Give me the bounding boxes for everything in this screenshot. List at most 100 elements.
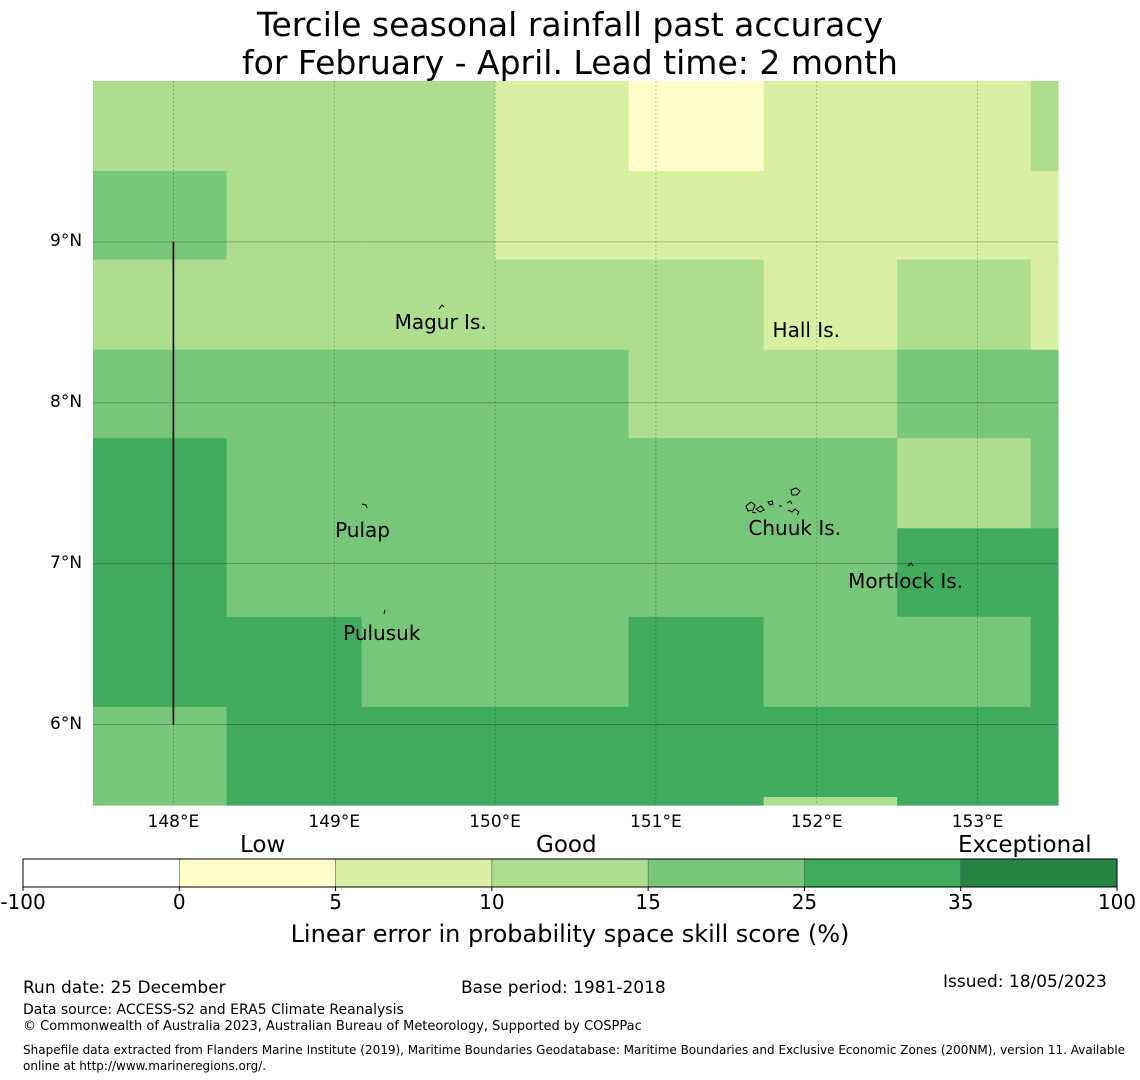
grid-cell (763, 616, 898, 708)
colorbar-segment (23, 859, 180, 887)
grid-cell (226, 81, 363, 172)
grid-cell (361, 796, 496, 806)
grid-cell (361, 706, 496, 798)
grid-cell (93, 706, 228, 798)
grid-cell (763, 349, 898, 439)
colorbar-tick-label: -100 (0, 890, 46, 914)
grid-cell (1030, 171, 1059, 261)
grid-cell (361, 528, 496, 618)
grid-cell (495, 796, 630, 806)
category-exceptional-label: Exceptional (958, 832, 1092, 858)
title-line-1: Tercile seasonal rainfall past accuracy (256, 5, 884, 44)
grid-cell (897, 81, 1032, 172)
grid-cell (628, 706, 765, 798)
grid-cell (897, 349, 1032, 439)
place-label: Pulap (335, 517, 390, 542)
grid-cell (1030, 438, 1059, 529)
grid-cell (361, 171, 496, 261)
grid-cell (93, 438, 228, 529)
colorbar-tick-label: 100 (1097, 890, 1137, 914)
colorbar-tick-label: 35 (947, 890, 974, 914)
island-outlines (361, 304, 914, 615)
grid-cell (361, 81, 496, 172)
grid-cell (763, 438, 898, 529)
grid-cell (93, 796, 228, 806)
grid-cell (628, 171, 765, 261)
grid-cell (1030, 349, 1059, 439)
grid-cell (495, 259, 630, 351)
grid-cell (93, 171, 228, 261)
grid-cell (763, 796, 898, 806)
colorbar-tick-label: 0 (172, 890, 186, 914)
longitude-label: 148°E (147, 812, 200, 832)
grid-cell (897, 616, 1032, 708)
longitude-label: 151°E (630, 812, 682, 832)
colorbar-tick-label: 5 (329, 890, 342, 914)
latitude-label: 7°N (50, 552, 83, 573)
place-label: Chuuk Is. (748, 516, 842, 541)
chart-title: Tercile seasonal rainfall past accuracy … (0, 6, 1140, 82)
grid-cell (495, 616, 630, 708)
place-label: Pulusuk (343, 620, 421, 645)
grid-cell (226, 528, 363, 618)
grid-cell (897, 259, 1032, 351)
grid-cell (93, 81, 228, 172)
place-label: Mortlock Is. (848, 569, 964, 594)
base-period: Base period: 1981-2018 (461, 978, 666, 998)
grid-cell (93, 528, 228, 618)
shapefile-credit-line-2: online at http://www.marineregions.org/. (23, 1059, 267, 1073)
colorbar-segment (179, 859, 336, 887)
grid-cell (763, 259, 898, 351)
magur-island-outline (438, 304, 445, 310)
colorbar-segment (335, 859, 492, 887)
grid-cell (897, 706, 1032, 798)
colorbar (22, 858, 1118, 891)
grid-cell (1030, 259, 1059, 351)
grid-cell (93, 616, 228, 708)
grid-cell (226, 349, 363, 439)
grid-cell (226, 706, 363, 798)
title-line-2: for February - April. Lead time: 2 month (242, 43, 898, 82)
colorbar-segment (648, 859, 805, 887)
skill-grid-cells (93, 81, 1059, 806)
grid-cell (628, 81, 765, 172)
grid-cell (226, 796, 363, 806)
latitude-label: 6°N (50, 713, 83, 734)
grid-cell (495, 171, 630, 261)
colorbar-outline (22, 858, 1118, 888)
grid-cell (361, 349, 496, 439)
data-source: Data source: ACCESS-S2 and ERA5 Climate … (23, 1002, 404, 1018)
grid-cell (93, 259, 228, 351)
mortlock-island-outline (907, 562, 914, 567)
grid-cell (897, 528, 1032, 618)
grid-cell (1030, 706, 1059, 798)
grid-cell (763, 171, 898, 261)
colorbar-segment (960, 859, 1117, 887)
shapefile-credit-line-1: Shapefile data extracted from Flanders M… (23, 1043, 1126, 1057)
grid-cell (361, 616, 496, 708)
grid-cell (628, 349, 765, 439)
category-low-label: Low (240, 832, 286, 858)
grid-cell (763, 81, 898, 172)
latitude-label: 9°N (50, 230, 83, 251)
category-good-label: Good (536, 832, 597, 858)
grid-cell (1030, 616, 1059, 708)
grid-cell (361, 259, 496, 351)
grid-cell (361, 438, 496, 529)
grid-cell (628, 259, 765, 351)
grid-cell (93, 349, 228, 439)
colorbar-tick-label: 15 (635, 890, 661, 914)
colorbar-segment (804, 859, 961, 887)
grid-cell (495, 349, 630, 439)
grid-cell (226, 616, 363, 708)
grid-cell (495, 706, 630, 798)
grid-cell (897, 438, 1032, 529)
grid-cell (226, 438, 363, 529)
grid-cell (628, 616, 765, 708)
grid-cell (1030, 81, 1059, 172)
latitude-label: 8°N (50, 391, 83, 412)
place-label: Magur Is. (394, 310, 487, 335)
grid-cell (226, 171, 363, 261)
grid-cell (897, 796, 1032, 806)
